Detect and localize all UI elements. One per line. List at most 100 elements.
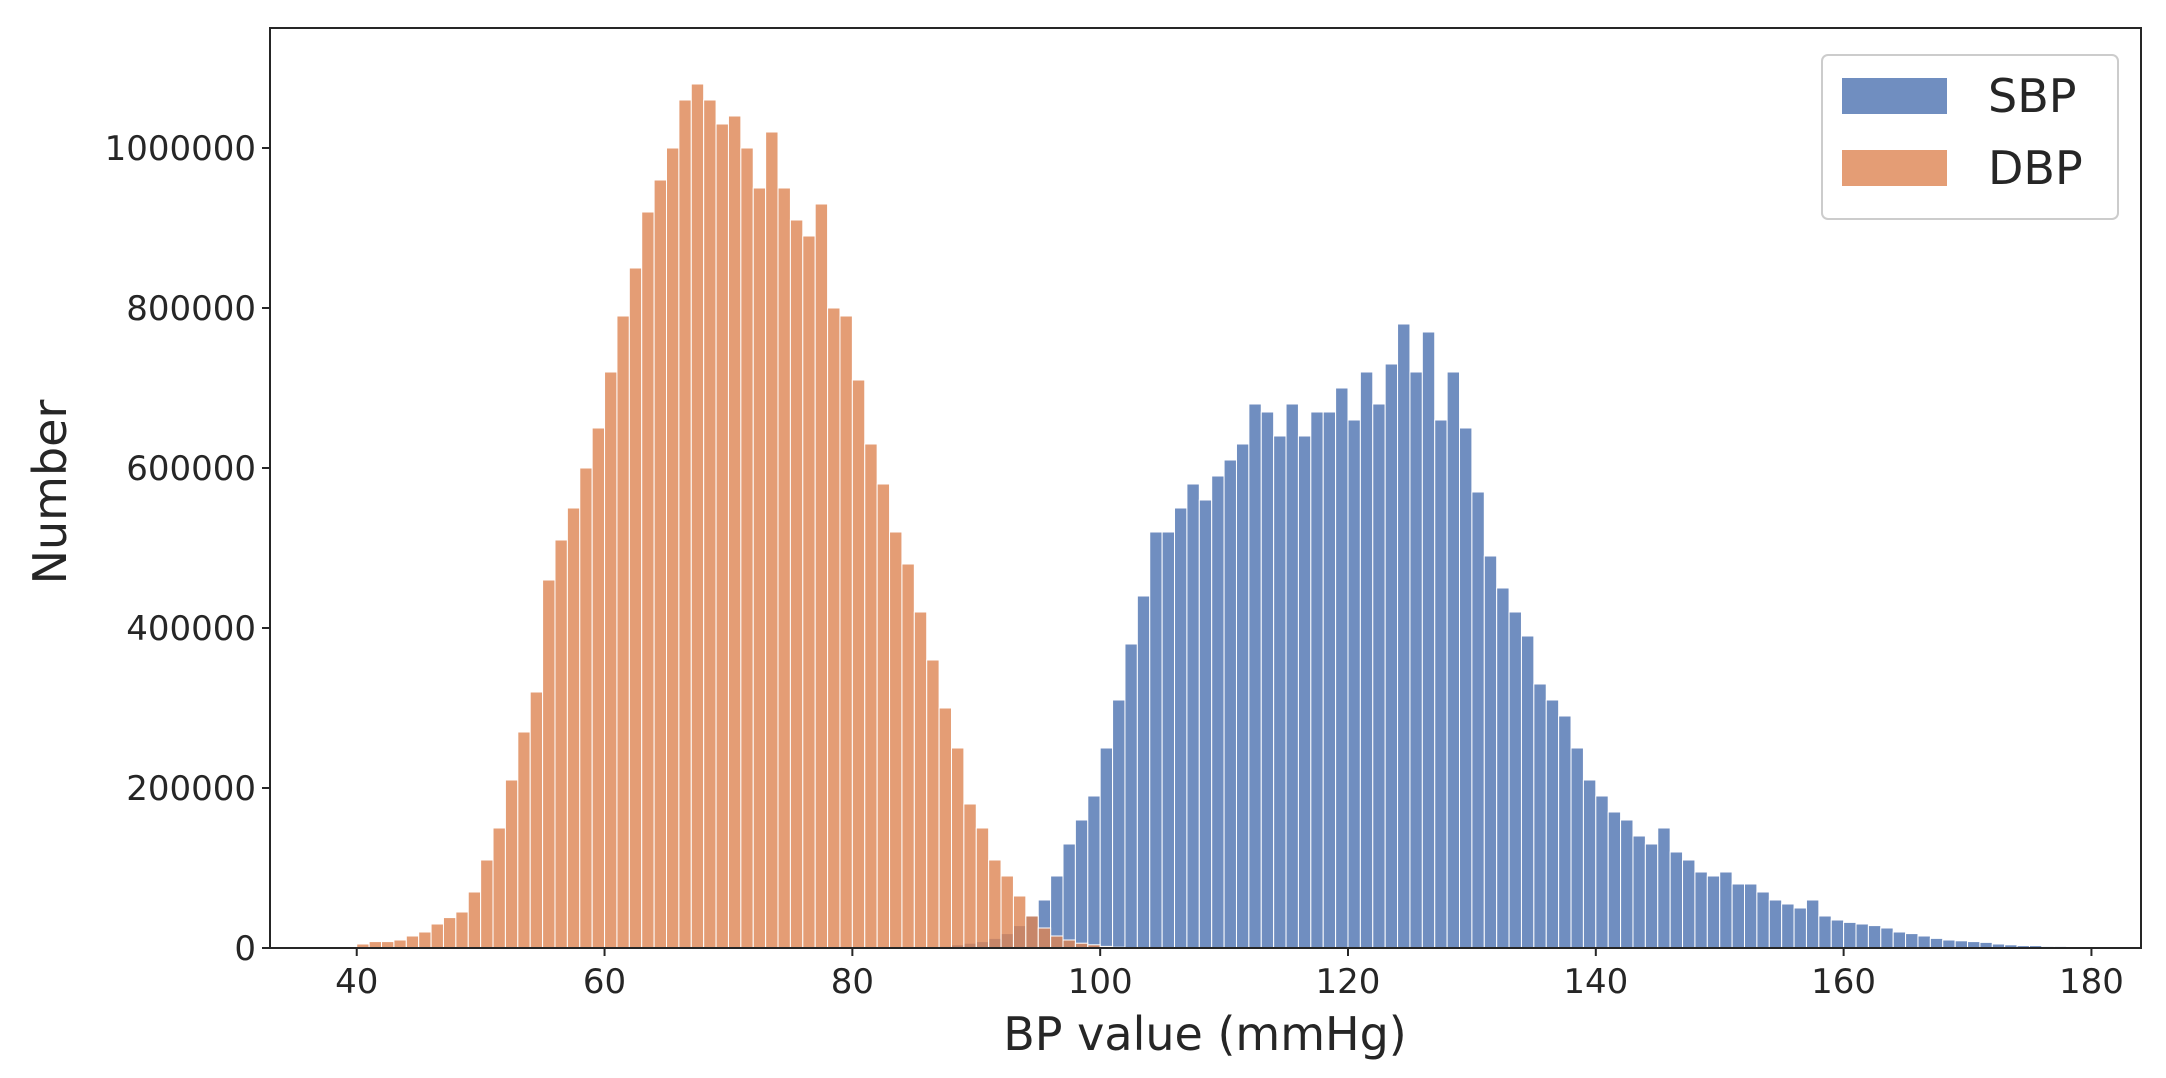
x-tick-label-100: 100 [1068,962,1133,1002]
bar-sbp-149 [1706,875,1721,949]
bar-sbp-131 [1483,555,1498,949]
bar-dbp-78 [827,307,841,949]
sbp-bars [938,323,2105,949]
bar-sbp-137 [1558,715,1572,949]
bar-dbp-44 [405,935,420,949]
bar-sbp-132 [1496,587,1510,949]
bar-sbp-162 [1867,925,1882,949]
bar-dbp-53 [517,731,531,949]
bar-dbp-72 [752,187,767,949]
bar-sbp-98 [1074,819,1089,949]
bar-sbp-136 [1545,699,1560,949]
bar-sbp-107 [1186,483,1200,949]
x-tick-label-140: 140 [1563,962,1628,1002]
bar-sbp-134 [1520,635,1535,949]
y-tick-label-800000: 800000 [126,289,256,329]
bar-dbp-63 [641,211,655,949]
bar-sbp-151 [1731,883,1745,949]
bar-sbp-121 [1359,371,1374,949]
bar-sbp-114 [1273,435,1287,949]
bar-sbp-101 [1112,699,1126,949]
bar-sbp-153 [1756,891,1770,949]
bar-sbp-141 [1607,811,1622,949]
legend: SBP DBP [1821,54,2119,220]
bar-sbp-133 [1508,611,1522,949]
x-tick-label-80: 80 [831,962,874,1002]
bar-sbp-148 [1694,871,1708,949]
bar-sbp-102 [1124,643,1138,949]
bar-dbp-56 [554,539,568,949]
y-tick-label-600000: 600000 [126,449,256,489]
bar-sbp-108 [1198,499,1213,949]
bar-sbp-166 [1917,935,1931,949]
bar-sbp-125 [1409,371,1423,949]
bar-dbp-70 [727,115,742,949]
dbp-bars [356,83,1138,949]
x-axis-ticks: 40 60 80 100 120 140 160 180 [335,948,2124,1002]
bar-dbp-85 [913,611,928,949]
bar-sbp-100 [1099,747,1114,949]
bar-dbp-66 [678,99,692,949]
bar-dbp-81 [864,443,878,949]
bar-dbp-76 [802,235,816,949]
bar-sbp-139 [1582,779,1597,949]
x-tick-label-120: 120 [1316,962,1381,1002]
bar-dbp-89 [963,803,977,949]
bar-dbp-86 [926,659,940,949]
bar-sbp-142 [1620,819,1634,949]
bar-dbp-80 [851,379,866,949]
bar-sbp-129 [1459,427,1473,949]
bar-sbp-106 [1174,507,1188,949]
bar-sbp-168 [1942,939,1956,949]
bar-sbp-154 [1768,899,1783,949]
bar-dbp-58 [579,467,593,949]
bar-dbp-91 [988,859,1002,949]
bar-dbp-67 [690,83,705,949]
bar-sbp-116 [1297,435,1312,949]
bar-sbp-104 [1149,531,1163,949]
bar-sbp-127 [1434,419,1448,949]
bar-dbp-82 [876,483,891,949]
bar-sbp-109 [1211,475,1225,949]
bar-dbp-46 [430,923,444,949]
bar-sbp-124 [1397,323,1411,949]
bar-sbp-122 [1372,403,1386,949]
bar-sbp-126 [1421,331,1436,949]
y-tick-label-400000: 400000 [126,609,256,649]
bar-sbp-140 [1595,795,1609,949]
bar-dbp-83 [889,531,903,949]
bar-sbp-115 [1285,403,1299,949]
legend-swatch-dbp [1842,150,1947,186]
bar-dbp-65 [666,147,680,949]
bar-sbp-103 [1136,595,1151,949]
bar-dbp-59 [591,427,606,949]
bar-sbp-157 [1805,899,1820,949]
bar-dbp-64 [653,179,667,949]
bar-dbp-88 [950,747,965,949]
bar-sbp-156 [1793,907,1807,949]
bar-dbp-95 [1037,927,1052,949]
bar-sbp-147 [1682,859,1696,949]
bar-sbp-150 [1719,871,1733,949]
bar-dbp-51 [492,827,506,949]
bar-sbp-112 [1248,403,1262,949]
bar-dbp-96 [1050,935,1064,949]
bar-sbp-145 [1657,827,1671,949]
bar-sbp-155 [1781,903,1795,949]
bar-dbp-87 [938,707,952,949]
bar-dbp-68 [703,99,717,949]
bar-dbp-60 [604,371,618,949]
bar-dbp-92 [1000,875,1014,949]
bar-sbp-123 [1384,363,1399,949]
bar-sbp-152 [1744,883,1758,949]
bar-dbp-47 [442,917,457,949]
bar-sbp-138 [1570,747,1584,949]
bar-dbp-94 [1025,915,1039,949]
bar-sbp-97 [1062,843,1076,949]
y-axis-label: Number [23,400,77,585]
bar-sbp-164 [1892,931,1907,949]
bar-sbp-161 [1855,923,1869,949]
legend-label-sbp: SBP [1988,69,2077,123]
bar-sbp-159 [1830,919,1845,949]
